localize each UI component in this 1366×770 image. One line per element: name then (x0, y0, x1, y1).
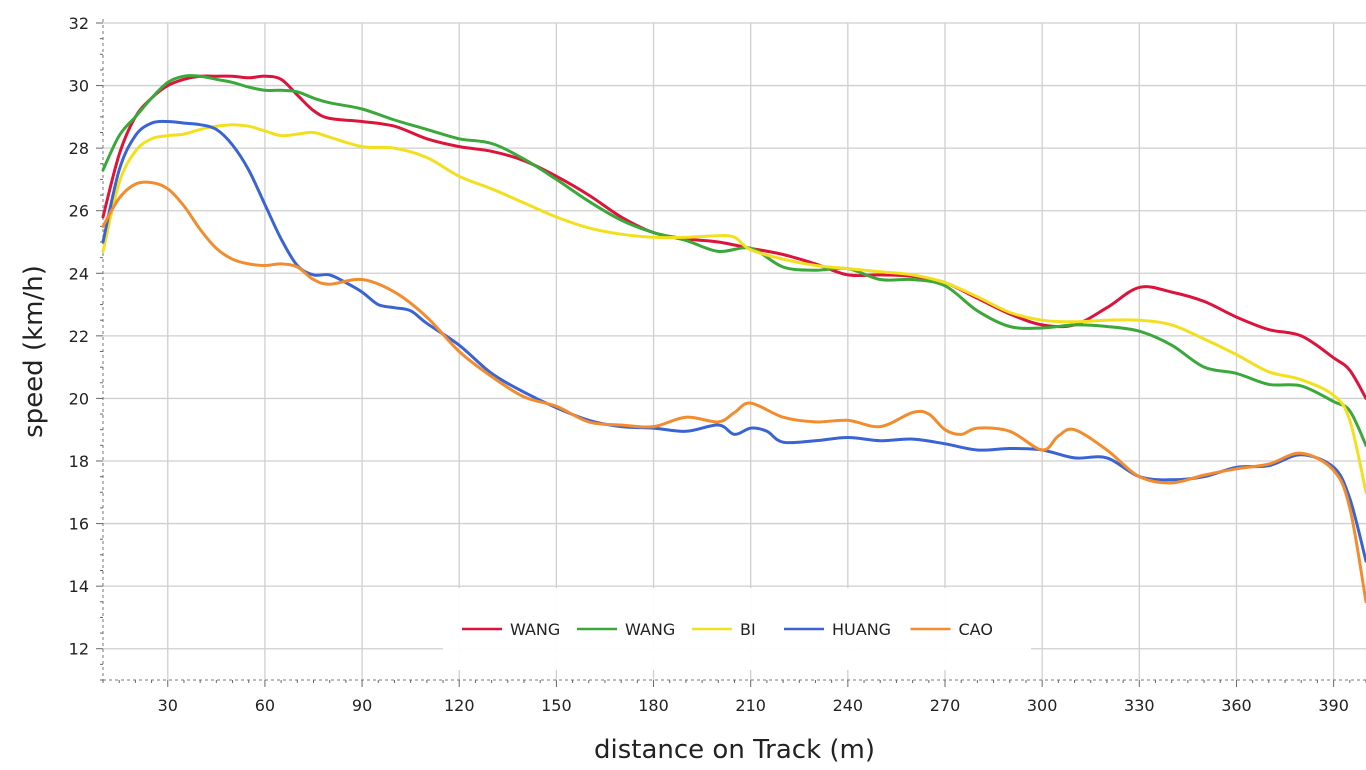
series-line-wang-2 (101, 74, 1366, 447)
x-tick-label: 300 (1027, 696, 1058, 715)
y-tick-label: 20 (69, 389, 89, 408)
legend-label: BI (740, 620, 756, 639)
x-tick-label: 30 (158, 696, 178, 715)
series-lines (101, 74, 1366, 604)
y-tick-label: 30 (69, 77, 89, 96)
x-tick-label: 60 (255, 696, 275, 715)
series-line-cao-5 (101, 180, 1366, 604)
y-tick-label: 18 (69, 452, 89, 471)
x-tick-label: 150 (541, 696, 572, 715)
x-tick-label: 240 (833, 696, 864, 715)
y-tick-label: 26 (69, 202, 89, 221)
legend: WANG WANG BI HUANG CAO (443, 588, 1031, 670)
y-tick-label: 14 (69, 577, 89, 596)
series-line-bi-3 (101, 123, 1366, 494)
x-tick-label: 330 (1124, 696, 1155, 715)
x-tick-label: 180 (638, 696, 669, 715)
y-axis-title: speed (km/h) (19, 265, 49, 438)
legend-label: CAO (959, 620, 993, 639)
y-tick-label: 22 (69, 327, 89, 346)
grid (103, 22, 1366, 680)
y-tick-label: 16 (69, 515, 89, 534)
x-axis-title: distance on Track (m) (594, 735, 875, 765)
legend-label: WANG (510, 620, 560, 639)
axes (96, 19, 1366, 687)
x-tick-label: 90 (352, 696, 372, 715)
legend-label: HUANG (832, 620, 891, 639)
y-tick-label: 24 (69, 264, 89, 283)
x-tick-label: 270 (930, 696, 961, 715)
x-tick-label: 210 (735, 696, 766, 715)
y-tick-label: 32 (69, 14, 89, 33)
y-tick-label: 28 (69, 139, 89, 158)
x-tick-label: 360 (1221, 696, 1252, 715)
y-tick-label: 12 (69, 640, 89, 659)
x-tick-label: 390 (1318, 696, 1349, 715)
tick-labels: 30 60 90 120 150 180 210 240 270 300 330 360 390 12 14… (69, 14, 1349, 715)
legend-label: WANG (625, 620, 675, 639)
series-line-huang-4 (101, 119, 1366, 563)
x-tick-label: 120 (444, 696, 475, 715)
